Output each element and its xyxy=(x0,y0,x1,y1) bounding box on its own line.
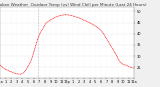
Text: Milwaukee Weather  Outdoor Temp (vs) Wind Chill per Minute (Last 24 Hours): Milwaukee Weather Outdoor Temp (vs) Wind… xyxy=(0,3,147,7)
